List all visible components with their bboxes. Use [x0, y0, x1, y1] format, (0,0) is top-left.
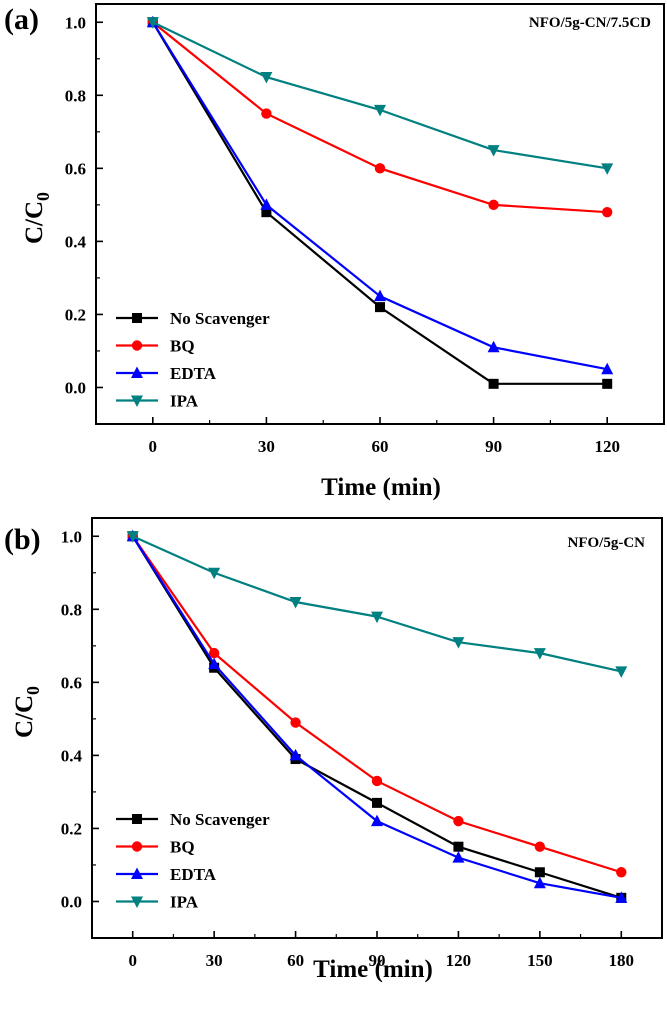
- panel-label: (b): [4, 523, 41, 556]
- data-point-edta: [289, 748, 302, 761]
- legend-marker-no-scavenger: [132, 814, 142, 824]
- data-point-ipa: [374, 104, 386, 117]
- data-point-bq: [488, 199, 499, 211]
- x-tick-label: 90: [369, 951, 386, 970]
- y-tick-label: 0.4: [61, 746, 83, 765]
- data-point-no-scavenger: [602, 378, 613, 389]
- legend-marker-bq: [131, 340, 143, 351]
- panel-b: (b) NFO/5g-CN Time (min) C/C0 0.00.20.40…: [4, 517, 663, 983]
- sample-annotation: NFO/5g-CN: [568, 535, 646, 551]
- data-point-bq: [208, 647, 220, 659]
- data-point-no-scavenger: [534, 867, 545, 878]
- data-point-no-scavenger: [375, 302, 385, 313]
- x-tick-label: 0: [128, 951, 137, 970]
- data-point-ipa: [533, 648, 546, 660]
- data-point-no-scavenger: [488, 378, 499, 389]
- legend-marker-no-scavenger: [132, 313, 142, 323]
- y-tick-label: 0.2: [65, 305, 86, 324]
- y-axis-label: C/C0: [21, 192, 53, 244]
- data-point-edta: [487, 340, 500, 353]
- data-point-ipa: [615, 666, 628, 678]
- data-point-edta: [452, 851, 465, 863]
- y-tick-label: 0.4: [65, 232, 87, 251]
- data-point-bq: [374, 163, 386, 174]
- panel-label: (a): [4, 3, 39, 36]
- x-tick-label: 60: [372, 437, 389, 456]
- data-point-bq: [534, 841, 546, 852]
- data-point-edta: [208, 657, 221, 670]
- legend-label-no-scavenger: No Scavenger: [170, 309, 270, 328]
- data-point-ipa: [146, 17, 159, 29]
- legend-label-bq: BQ: [170, 838, 195, 857]
- data-point-edta: [374, 289, 386, 302]
- data-point-edta: [615, 891, 628, 903]
- legend-label-ipa: IPA: [170, 893, 199, 912]
- data-point-no-scavenger: [372, 797, 382, 808]
- legend-marker-ipa: [131, 395, 143, 407]
- data-point-bq: [261, 108, 272, 119]
- legend-label-edta: EDTA: [170, 364, 217, 383]
- x-tick-label: 30: [206, 951, 223, 970]
- x-tick-label: 30: [258, 437, 275, 456]
- y-tick-label: 0.8: [61, 600, 82, 619]
- data-point-bq: [602, 206, 613, 218]
- data-point-ipa: [126, 531, 139, 543]
- x-tick-label: 150: [527, 951, 553, 970]
- data-point-ipa: [260, 72, 273, 84]
- legend-marker-edta: [131, 867, 143, 879]
- legend-label-bq: BQ: [170, 337, 195, 356]
- y-axis-label-main: C/C: [11, 695, 38, 738]
- data-point-edta: [601, 362, 614, 375]
- data-point-bq: [290, 717, 301, 728]
- y-tick-label: 1.0: [61, 527, 82, 546]
- data-point-ipa: [487, 145, 500, 157]
- legend-marker-bq: [131, 841, 143, 852]
- y-tick-label: 0.6: [65, 159, 86, 178]
- series-line-edta: [131, 535, 622, 899]
- x-axis-label: Time (min): [321, 474, 441, 501]
- y-axis-label-main: C/C: [21, 201, 48, 244]
- legend-marker-edta: [131, 366, 143, 378]
- x-tick-label: 60: [287, 951, 304, 970]
- data-point-no-scavenger: [261, 207, 272, 218]
- panel-a: (a) NFO/5g-CN/7.5CD Time (min) C/C0 0.00…: [4, 3, 665, 501]
- y-axis-label-subscript: 0: [33, 192, 53, 201]
- data-point-bq: [616, 867, 627, 878]
- x-tick-label: 0: [149, 437, 158, 456]
- sample-annotation: NFO/5g-CN/7.5CD: [529, 15, 651, 31]
- y-axis-label: C/C0: [11, 686, 43, 738]
- data-point-bq: [371, 775, 383, 787]
- legend-label-ipa: IPA: [170, 392, 199, 411]
- x-tick-label: 90: [485, 437, 502, 456]
- y-tick-label: 0.8: [65, 86, 86, 105]
- x-tick-label: 120: [594, 437, 620, 456]
- legend-label-no-scavenger: No Scavenger: [170, 810, 270, 829]
- data-point-ipa: [208, 567, 221, 580]
- data-point-ipa: [452, 637, 465, 649]
- legend-label-edta: EDTA: [170, 865, 217, 884]
- x-tick-label: 120: [446, 951, 472, 970]
- data-point-edta: [260, 198, 273, 210]
- data-point-ipa: [289, 597, 302, 609]
- series-line-ipa: [152, 21, 608, 170]
- data-point-bq: [453, 815, 464, 827]
- series-line-no-scavenger: [131, 535, 622, 899]
- legend-marker-ipa: [131, 896, 143, 908]
- data-point-no-scavenger: [453, 841, 464, 852]
- data-point-ipa: [371, 611, 383, 624]
- y-tick-label: 0.0: [61, 892, 82, 911]
- series-line-bq: [152, 21, 608, 214]
- y-tick-label: 1.0: [65, 13, 86, 32]
- y-axis-label-subscript: 0: [23, 686, 43, 695]
- data-point-edta: [371, 814, 383, 827]
- data-point-ipa: [601, 163, 614, 175]
- x-axis-label: Time (min): [313, 956, 433, 983]
- y-tick-label: 0.6: [61, 673, 82, 692]
- y-tick-label: 0.2: [61, 819, 82, 838]
- data-point-edta: [533, 876, 546, 889]
- y-tick-label: 0.0: [65, 378, 86, 397]
- x-tick-label: 180: [609, 951, 635, 970]
